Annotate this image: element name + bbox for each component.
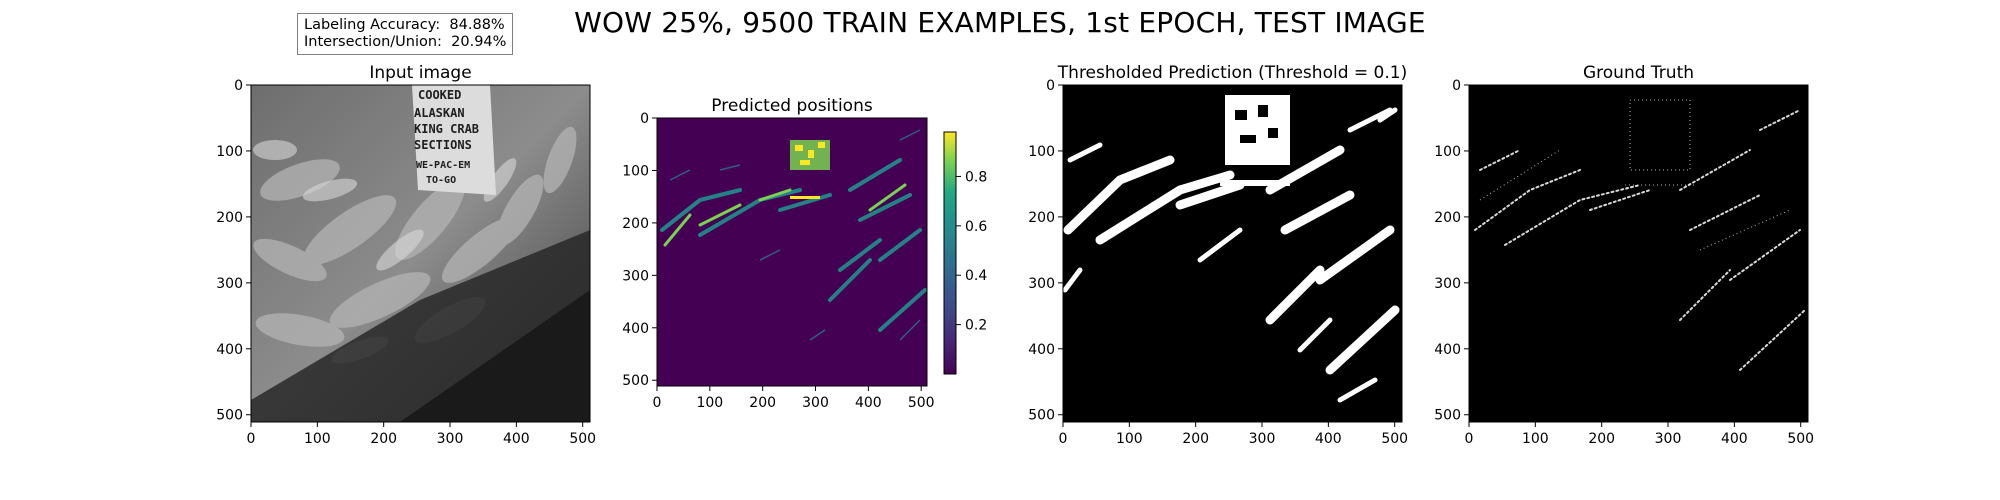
panel-title: Thresholded Prediction (Threshold = 0.1) (1057, 63, 1407, 83)
input-image (251, 85, 590, 422)
x-tick-label: 200 (1182, 431, 1209, 447)
x-tick-label: 400 (1721, 431, 1748, 447)
y-tick-label: 400 (216, 342, 243, 358)
y-tick-label: 0 (1046, 78, 1055, 94)
y-tick-label: 0 (234, 78, 243, 94)
x-tick-label: 100 (1522, 431, 1549, 447)
ground-truth-panel (1469, 85, 1808, 422)
x-tick-label: 300 (802, 395, 829, 411)
sign-line: TO-GO (426, 175, 456, 186)
y-tick-label: 100 (622, 163, 649, 179)
x-tick-label: 100 (1116, 431, 1143, 447)
input-image-panel: COOKED ALASKAN KING CRAB SECTIONS WE-PAC… (251, 85, 590, 422)
y-tick-label: 500 (1434, 408, 1461, 424)
sign-line: SECTIONS (414, 138, 472, 152)
y-tick-label: 300 (1028, 276, 1055, 292)
y-tick-label: 500 (1028, 408, 1055, 424)
y-tick-label: 300 (622, 268, 649, 284)
y-tick-label: 400 (1028, 342, 1055, 358)
y-tick-label: 100 (1028, 144, 1055, 160)
predicted-heatmap-panel (657, 118, 957, 386)
y-tick-label: 300 (216, 276, 243, 292)
y-tick-label: 200 (1028, 210, 1055, 226)
panel-title: Ground Truth (1583, 63, 1694, 83)
colorbar-tick-label: 0.8 (965, 169, 987, 185)
sign-line: KING CRAB (414, 122, 479, 136)
iou-value: 20.94% (451, 34, 507, 50)
metrics-box: Labeling Accuracy: 84.88% Intersection/U… (297, 13, 514, 55)
colorbar-tick-label: 0.2 (965, 318, 987, 334)
figure-title: WOW 25%, 9500 TRAIN EXAMPLES, 1st EPOCH,… (574, 6, 1426, 39)
y-tick-label: 300 (1434, 276, 1461, 292)
x-tick-label: 0 (247, 431, 256, 447)
x-tick-label: 500 (1787, 431, 1814, 447)
x-tick-label: 100 (696, 395, 723, 411)
axes-frame (1062, 84, 1403, 423)
iou-label: Intersection/Union: (304, 34, 442, 50)
colorbar (944, 132, 956, 374)
thresholded-mask (1063, 85, 1402, 422)
y-tick-label: 200 (216, 210, 243, 226)
x-tick-label: 300 (1249, 431, 1276, 447)
axes-frame (250, 84, 591, 423)
x-tick-label: 200 (1588, 431, 1615, 447)
x-tick-label: 300 (1655, 431, 1682, 447)
panel-title: Predicted positions (711, 96, 873, 116)
colorbar-tick-label: 0.6 (965, 219, 987, 235)
sign-line: COOKED (418, 88, 461, 102)
x-tick-label: 400 (503, 431, 530, 447)
x-tick-label: 300 (437, 431, 464, 447)
y-tick-label: 100 (1434, 144, 1461, 160)
y-tick-label: 200 (622, 216, 649, 232)
axes-frame (1468, 84, 1809, 423)
x-tick-label: 0 (1059, 431, 1068, 447)
y-tick-label: 400 (1434, 342, 1461, 358)
x-tick-label: 500 (908, 395, 935, 411)
y-tick-label: 200 (1434, 210, 1461, 226)
y-tick-label: 400 (622, 321, 649, 337)
y-tick-label: 100 (216, 144, 243, 160)
x-tick-label: 500 (569, 431, 596, 447)
y-tick-label: 500 (216, 408, 243, 424)
x-tick-label: 0 (1465, 431, 1474, 447)
thresholded-prediction-panel (1063, 85, 1402, 422)
y-tick-label: 500 (622, 373, 649, 389)
colorbar-tick-label: 0.4 (965, 268, 987, 284)
axes-frame (656, 117, 928, 387)
x-tick-label: 100 (304, 431, 331, 447)
x-tick-label: 0 (653, 395, 662, 411)
accuracy-label: Labeling Accuracy: (304, 17, 441, 33)
predicted-heatmap (657, 118, 927, 386)
x-tick-label: 400 (1315, 431, 1342, 447)
sign-line: WE-PAC-EM (416, 160, 470, 171)
y-tick-label: 0 (1452, 78, 1461, 94)
x-tick-label: 400 (855, 395, 882, 411)
panel-title: Input image (369, 63, 471, 83)
crab-sign-text: COOKED ALASKAN KING CRAB SECTIONS WE-PAC… (414, 88, 479, 186)
y-tick-label: 0 (640, 111, 649, 127)
sign-line: ALASKAN (414, 106, 465, 120)
x-tick-label: 200 (370, 431, 397, 447)
x-tick-label: 200 (749, 395, 776, 411)
ground-truth-mask (1469, 85, 1808, 422)
accuracy-value: 84.88% (449, 17, 505, 33)
x-tick-label: 500 (1381, 431, 1408, 447)
